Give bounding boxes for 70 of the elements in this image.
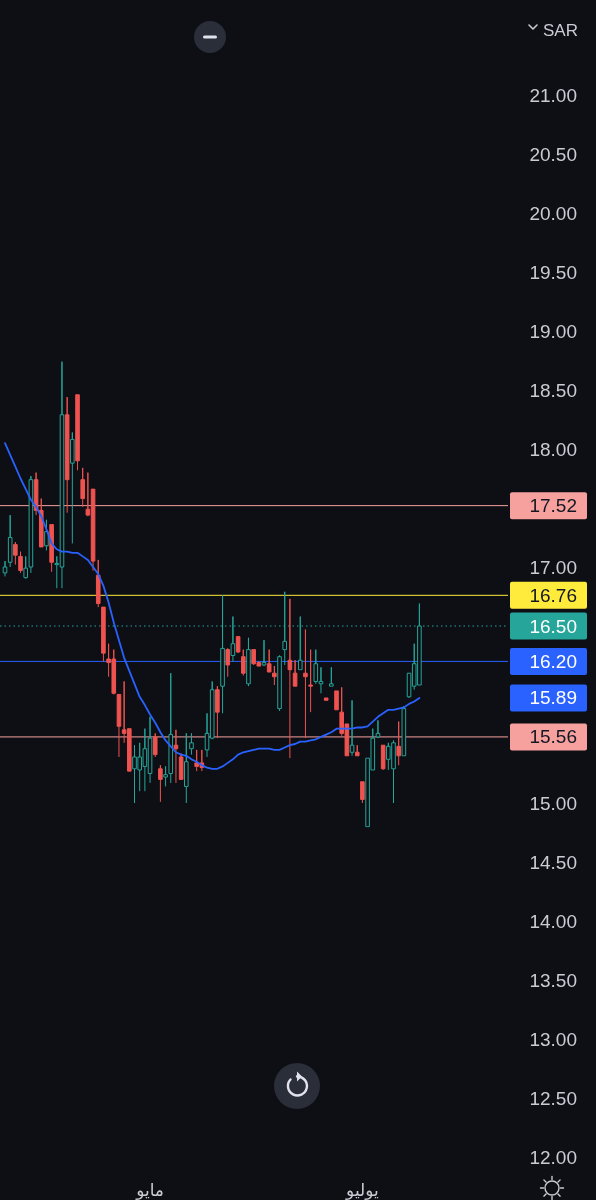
- y-axis-title: SAR: [543, 20, 578, 40]
- candlestick: [116, 693, 122, 758]
- candlestick: [396, 721, 401, 766]
- candlestick: [23, 555, 29, 580]
- y-tick-label: 18.50: [529, 379, 577, 401]
- y-tick-label: 13.00: [529, 1028, 577, 1050]
- candlestick: [323, 697, 329, 701]
- candlestick: [80, 467, 85, 508]
- y-tick-label: 14.00: [529, 910, 577, 932]
- candlestick: [360, 781, 365, 804]
- candlestick: [225, 647, 231, 678]
- candlestick: [64, 396, 70, 514]
- y-tick-label: 18.00: [529, 438, 577, 460]
- candlestick: [75, 394, 80, 471]
- text: 15.89: [529, 687, 577, 709]
- candlestick: [101, 606, 106, 662]
- candlestick: [44, 519, 49, 551]
- candlestick: [246, 637, 251, 687]
- y-tick-label: 21.00: [529, 84, 577, 106]
- candlestick: [18, 551, 23, 574]
- candlestick: [292, 659, 298, 687]
- candlestick: [158, 764, 163, 803]
- candlestick: [152, 732, 158, 758]
- candlestick: [287, 598, 293, 759]
- candlestick: [184, 732, 189, 804]
- candlestick: [173, 729, 179, 784]
- candlestick: [272, 665, 277, 686]
- candlestick: [95, 559, 101, 608]
- y-tick-label: 15.00: [529, 792, 577, 814]
- candlestick: [7, 514, 13, 568]
- candlestick: [2, 560, 8, 577]
- x-tick-label: يوليو: [345, 1180, 379, 1200]
- ref-line-label: 15.56: [529, 726, 577, 748]
- ref-line-label: 16.76: [529, 584, 577, 606]
- candlestick: [354, 744, 360, 757]
- candlestick: [70, 431, 75, 544]
- candlestick: [277, 655, 282, 712]
- candlestick: [266, 649, 272, 673]
- candlestick: [308, 649, 313, 713]
- y-tick-label: 17.00: [529, 556, 577, 578]
- y-tick-label: 14.50: [529, 851, 577, 873]
- candlestick: [401, 705, 407, 757]
- y-tick-label: 12.00: [529, 1146, 577, 1168]
- ref-line-label: 16.50: [529, 615, 577, 637]
- candlestick: [28, 475, 34, 574]
- y-tick-label: 20.00: [529, 202, 577, 224]
- candlestick: [189, 732, 194, 756]
- candlestick: [380, 744, 386, 771]
- y-tick-label: 19.50: [529, 261, 577, 283]
- candlestick: [349, 699, 355, 757]
- candlestick: [33, 472, 39, 516]
- x-tick-label: مايو: [135, 1180, 164, 1200]
- candlestick: [261, 639, 267, 667]
- candlestick: [215, 685, 220, 739]
- ref-line-label: 16.20: [529, 650, 577, 672]
- candlestick: [13, 541, 18, 566]
- candlestick: [168, 672, 174, 784]
- candlestick: [282, 591, 288, 666]
- candlestick: [334, 690, 339, 711]
- y-tick-label: 19.00: [529, 320, 577, 342]
- y-tick-label: 20.50: [529, 143, 577, 165]
- candlestick: [329, 666, 334, 687]
- candlestick: [178, 752, 184, 780]
- y-tick-label: 12.50: [529, 1087, 577, 1109]
- candlestick: [240, 649, 246, 677]
- candlestick: [303, 629, 308, 739]
- candlestick: [235, 636, 241, 654]
- candlestick: [163, 765, 168, 787]
- ref-line-label: 17.52: [529, 495, 577, 517]
- y-tick-label: 13.50: [529, 969, 577, 991]
